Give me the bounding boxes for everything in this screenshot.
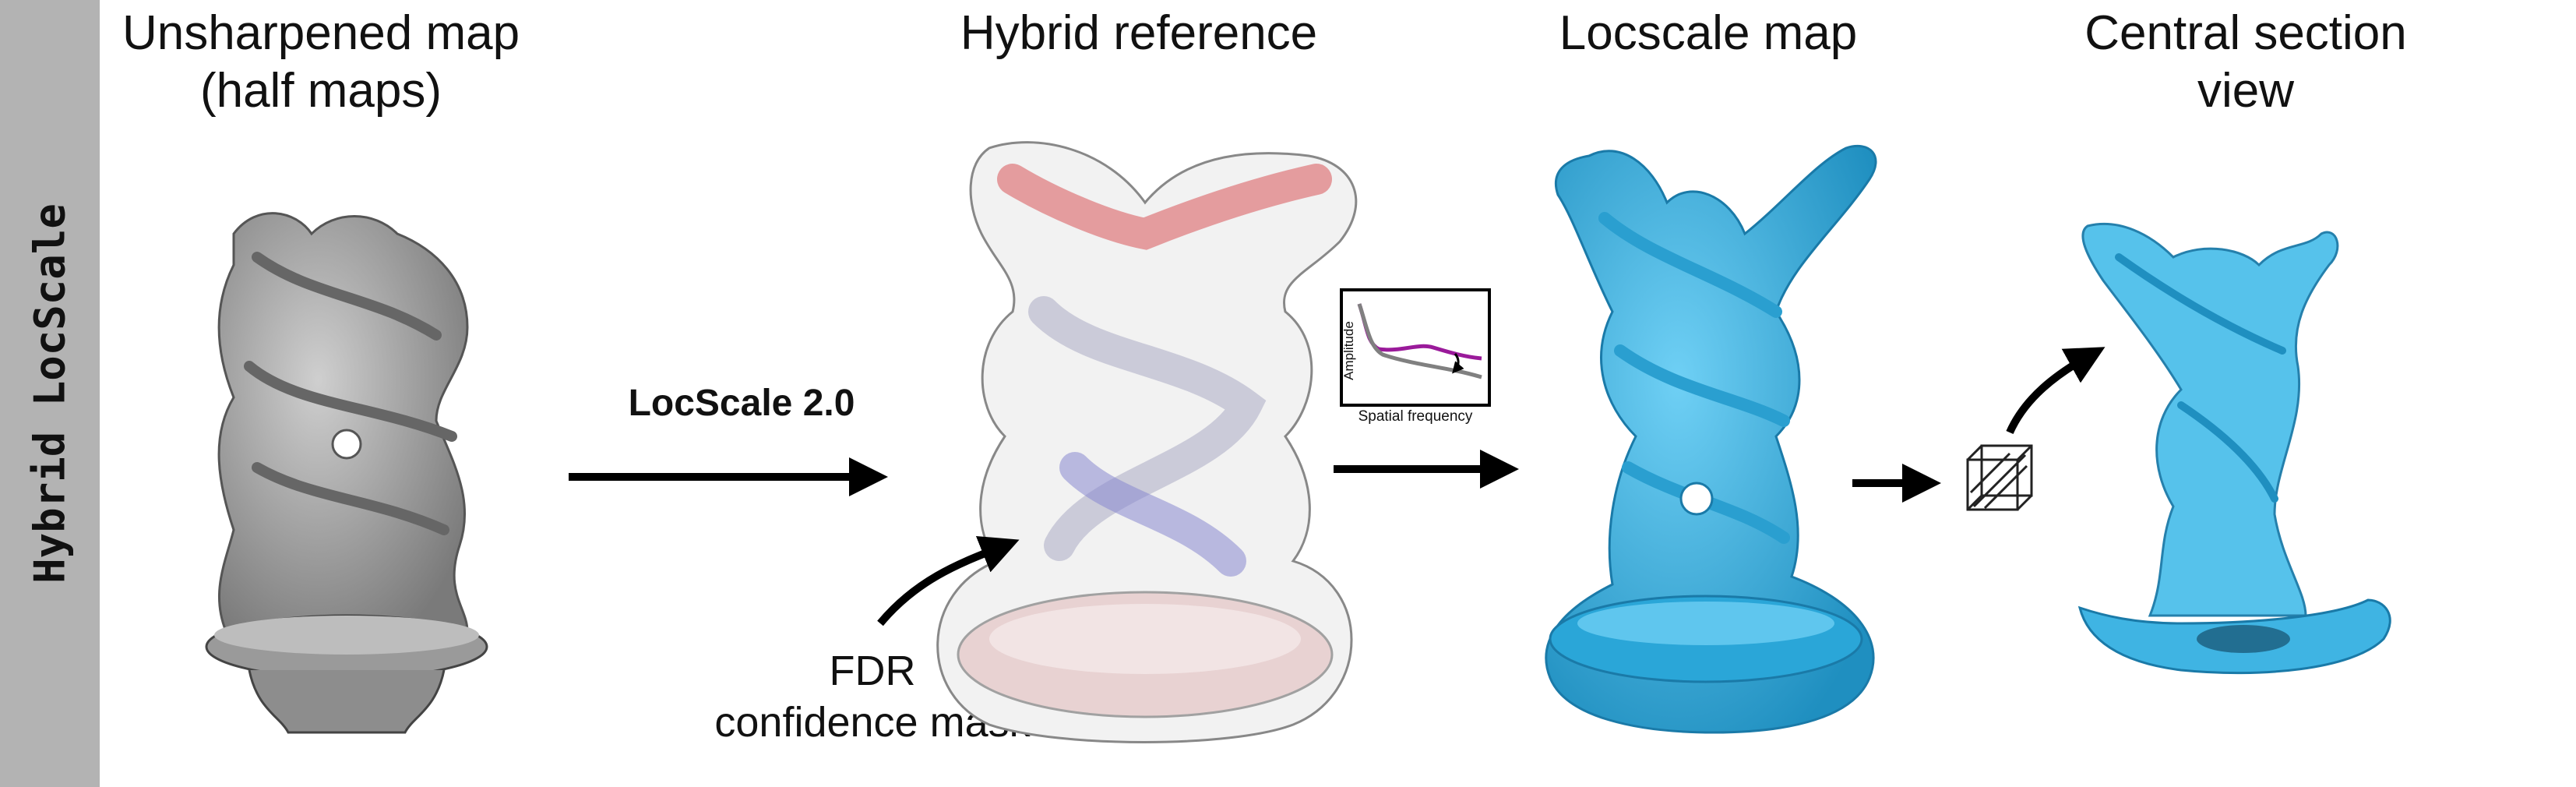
title-central-line2: view	[2197, 64, 2295, 118]
title-locscale-line1: Locscale map	[1559, 6, 1858, 60]
section-cube-icon	[1966, 444, 2033, 511]
unsharpened-map	[205, 212, 488, 734]
locscale-map	[1545, 144, 1877, 734]
mask-label-line1: FDR	[829, 648, 916, 694]
title-central: Central section view	[2084, 5, 2407, 120]
side-bar: Hybrid LocScale	[0, 0, 100, 787]
inset-scale-arrow	[1452, 353, 1464, 374]
inset-plot: Amplitude Spatial frequency	[1340, 288, 1491, 425]
central-section-map	[2077, 222, 2391, 675]
title-hybrid: Hybrid reference	[960, 5, 1317, 62]
title-unsharpened-line2: (half maps)	[199, 64, 442, 118]
title-hybrid-line1: Hybrid reference	[960, 6, 1318, 60]
inset-xlabel: Spatial frequency	[1358, 408, 1473, 425]
title-locscale: Locscale map	[1559, 5, 1858, 62]
title-unsharpened-line1: Unsharpened map	[122, 6, 520, 60]
inset-ylabel: Amplitude	[1341, 321, 1356, 380]
section-curve-arrow	[2006, 347, 2106, 435]
title-unsharpened: Unsharpened map (half maps)	[122, 5, 520, 120]
locscale-arrow-label: LocScale 2.0	[628, 383, 855, 424]
mask-arrow	[877, 535, 1020, 626]
title-central-line1: Central section	[2084, 6, 2407, 60]
mask-label: FDR confidence mask	[701, 645, 1044, 748]
hybrid-reference-map	[936, 141, 1358, 743]
gray-curve	[1357, 303, 1482, 379]
